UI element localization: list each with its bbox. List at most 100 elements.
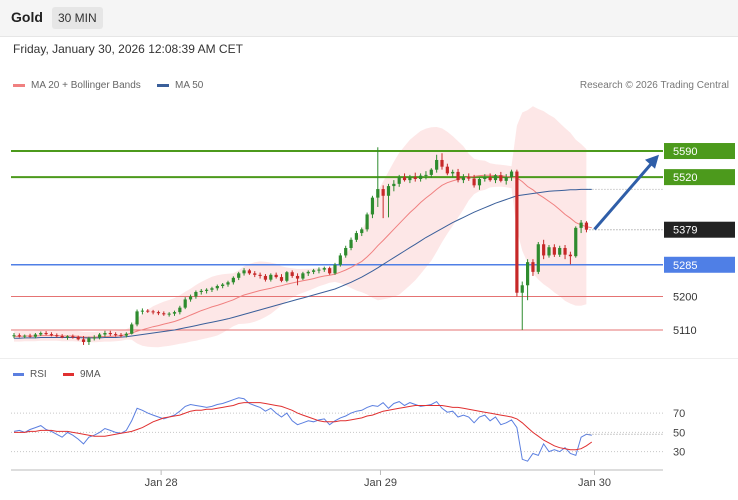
candle-body xyxy=(44,333,48,335)
candle-body xyxy=(183,299,187,308)
candle-body xyxy=(563,247,567,255)
candle-body xyxy=(65,336,70,338)
candle-body xyxy=(231,277,235,283)
candle-body xyxy=(188,296,193,300)
candle-body xyxy=(199,290,203,292)
candle-body xyxy=(237,273,241,278)
candle-body xyxy=(547,247,551,256)
candle-body xyxy=(477,178,482,186)
candle-body xyxy=(162,313,166,315)
candle-body xyxy=(258,274,262,276)
candle-body xyxy=(221,284,225,287)
candle-body xyxy=(338,255,342,265)
timestamp: Friday, January 30, 2026 12:08:39 AM CET xyxy=(13,42,243,56)
level-tag-5590 xyxy=(664,143,735,160)
candle-body xyxy=(247,270,251,274)
candle-body xyxy=(130,324,134,334)
last-price-tag xyxy=(664,221,735,238)
candle-body xyxy=(92,337,96,339)
candle-body xyxy=(146,310,150,312)
rsi-line xyxy=(13,397,592,462)
toolbar: Gold 30 MIN xyxy=(0,0,738,37)
candle-body xyxy=(370,197,375,215)
candle-body xyxy=(435,159,439,170)
level-label-5110: 5110 xyxy=(673,325,697,337)
candle-body xyxy=(354,233,358,240)
candle-body xyxy=(419,175,423,179)
candle-body xyxy=(306,271,310,274)
candle-body xyxy=(499,175,503,181)
candle-body xyxy=(12,335,16,337)
candle-body xyxy=(579,222,583,228)
candle-body xyxy=(424,174,428,176)
x-tick-label: Jan 30 xyxy=(578,477,611,489)
candle-body xyxy=(392,183,396,187)
candle-body xyxy=(81,339,86,342)
candle-body xyxy=(488,177,492,181)
candle-body xyxy=(103,333,107,335)
rsi-tick-70: 70 xyxy=(673,408,685,420)
candle-body xyxy=(140,310,144,312)
candle-body xyxy=(253,273,257,275)
candle-body xyxy=(178,307,182,313)
candle-body xyxy=(285,272,289,281)
trend-arrow-shaft xyxy=(593,160,655,231)
candle-body xyxy=(552,247,556,255)
ma9-swatch xyxy=(63,372,74,376)
candle-body xyxy=(108,333,112,335)
candle-body xyxy=(98,334,102,338)
candle-body xyxy=(333,264,337,274)
timeframe-badge[interactable]: 30 MIN xyxy=(52,7,103,29)
candle-body xyxy=(322,268,326,270)
rsi-tick-50: 50 xyxy=(673,427,685,439)
candle-body xyxy=(226,282,230,285)
candle-body xyxy=(413,177,417,179)
candle-body xyxy=(263,275,268,280)
candle-body xyxy=(451,171,455,174)
candle-body xyxy=(568,254,572,257)
level-tag-5520 xyxy=(664,169,735,186)
candle-body xyxy=(360,229,364,234)
candle-body xyxy=(408,177,412,181)
x-tick-label: Jan 28 xyxy=(145,477,178,489)
candle-body xyxy=(584,222,589,230)
candle-body xyxy=(167,313,171,315)
candle-body xyxy=(194,291,198,297)
candle-body xyxy=(156,312,161,314)
candle-body xyxy=(472,178,476,186)
legend-9ma: 9MA xyxy=(63,369,101,380)
candle-body xyxy=(445,166,449,174)
candle-body xyxy=(290,272,294,276)
legend-rsi: RSI xyxy=(13,369,47,380)
candle-body xyxy=(242,270,246,274)
candle-body xyxy=(119,334,123,336)
candle-body xyxy=(493,175,498,181)
candle-body xyxy=(60,335,64,338)
candle-body xyxy=(172,312,177,314)
rsi-tick-30: 30 xyxy=(673,447,685,459)
candle-body xyxy=(483,177,487,179)
x-tick-label: Jan 29 xyxy=(364,477,397,489)
ma50-line xyxy=(14,188,592,339)
candle-body xyxy=(205,289,209,291)
candle-body xyxy=(124,333,128,336)
candle-body xyxy=(274,274,278,278)
level-label-5285: 5285 xyxy=(673,260,697,272)
ma20-label: MA 20 + Bollinger Bands xyxy=(31,80,141,91)
candle-body xyxy=(381,189,385,196)
candle-body xyxy=(23,335,27,337)
candle-body xyxy=(344,247,348,256)
candle-body xyxy=(402,177,407,181)
candle-body xyxy=(295,275,300,279)
ma20-swatch xyxy=(13,83,25,87)
candle-body xyxy=(210,288,214,290)
candle-body xyxy=(76,337,80,340)
candle-body xyxy=(71,336,75,338)
panel-divider xyxy=(0,358,738,359)
candle-body xyxy=(574,227,578,257)
candle-body xyxy=(467,177,471,179)
research-credit: Research © 2026 Trading Central xyxy=(579,80,729,91)
candle-body xyxy=(365,214,369,230)
